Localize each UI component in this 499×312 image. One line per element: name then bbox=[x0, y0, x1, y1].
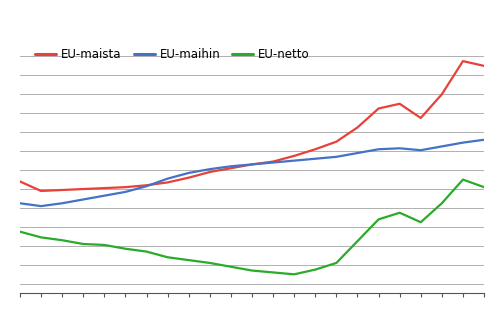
EU-maihin bbox=[122, 190, 128, 194]
EU-maista bbox=[439, 92, 445, 96]
EU-maista bbox=[397, 102, 403, 106]
EU-netto bbox=[122, 247, 128, 251]
EU-maihin bbox=[460, 141, 466, 144]
EU-maista bbox=[312, 147, 318, 151]
EU-maista bbox=[354, 126, 360, 129]
EU-maihin bbox=[186, 171, 192, 175]
EU-maihin bbox=[481, 138, 487, 142]
EU-maista bbox=[228, 166, 234, 170]
EU-maista bbox=[333, 140, 339, 144]
EU-netto bbox=[418, 220, 424, 224]
EU-netto bbox=[59, 238, 65, 242]
EU-maihin bbox=[333, 155, 339, 159]
EU-netto bbox=[312, 268, 318, 271]
Line: EU-netto: EU-netto bbox=[20, 180, 484, 274]
EU-maista bbox=[186, 176, 192, 179]
EU-netto bbox=[460, 178, 466, 182]
EU-maihin bbox=[354, 151, 360, 155]
EU-maista bbox=[291, 154, 297, 158]
EU-maihin bbox=[439, 144, 445, 148]
EU-netto bbox=[228, 265, 234, 269]
EU-netto bbox=[186, 258, 192, 262]
EU-netto bbox=[38, 236, 44, 239]
EU-netto bbox=[165, 256, 171, 259]
EU-netto bbox=[207, 261, 213, 265]
EU-maihin bbox=[312, 157, 318, 161]
EU-netto bbox=[144, 250, 150, 253]
EU-netto bbox=[80, 242, 86, 246]
EU-maista bbox=[207, 170, 213, 174]
EU-maihin bbox=[38, 204, 44, 208]
EU-maihin bbox=[397, 146, 403, 150]
EU-maista bbox=[460, 59, 466, 63]
EU-maihin bbox=[59, 201, 65, 205]
EU-maista bbox=[270, 160, 276, 163]
EU-maihin bbox=[80, 197, 86, 201]
EU-maista bbox=[17, 180, 23, 183]
EU-maista bbox=[122, 185, 128, 189]
Legend: EU-maista, EU-maihin, EU-netto: EU-maista, EU-maihin, EU-netto bbox=[30, 43, 314, 66]
Line: EU-maihin: EU-maihin bbox=[20, 140, 484, 206]
EU-maihin bbox=[207, 167, 213, 171]
EU-netto bbox=[354, 239, 360, 243]
EU-maihin bbox=[270, 161, 276, 164]
EU-netto bbox=[249, 269, 255, 272]
EU-maista bbox=[481, 64, 487, 68]
EU-maihin bbox=[228, 164, 234, 168]
EU-netto bbox=[481, 185, 487, 189]
EU-netto bbox=[101, 243, 107, 247]
EU-maihin bbox=[144, 184, 150, 188]
EU-maihin bbox=[101, 194, 107, 197]
EU-maihin bbox=[165, 177, 171, 181]
EU-netto bbox=[333, 261, 339, 265]
EU-maista bbox=[418, 116, 424, 120]
EU-maihin bbox=[17, 201, 23, 205]
Line: EU-maista: EU-maista bbox=[20, 61, 484, 191]
EU-maista bbox=[101, 186, 107, 190]
EU-netto bbox=[397, 211, 403, 215]
EU-netto bbox=[376, 217, 382, 221]
EU-maista bbox=[59, 188, 65, 192]
EU-maihin bbox=[249, 163, 255, 166]
EU-maista bbox=[38, 189, 44, 193]
EU-maihin bbox=[376, 147, 382, 151]
EU-netto bbox=[270, 271, 276, 274]
EU-maista bbox=[144, 183, 150, 187]
EU-netto bbox=[291, 272, 297, 276]
EU-netto bbox=[439, 201, 445, 205]
EU-maista bbox=[165, 181, 171, 184]
EU-maista bbox=[80, 187, 86, 191]
EU-maihin bbox=[418, 148, 424, 152]
EU-netto bbox=[17, 230, 23, 234]
EU-maista bbox=[249, 163, 255, 166]
EU-maista bbox=[376, 107, 382, 110]
EU-maihin bbox=[291, 159, 297, 163]
